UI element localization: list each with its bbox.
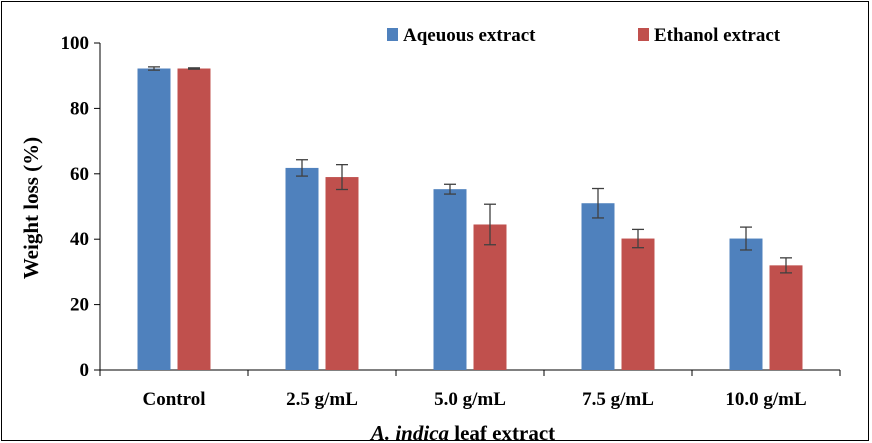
y-tick-label: 20 xyxy=(70,295,89,316)
bar-ethanol xyxy=(621,238,655,370)
y-axis-title: Weight loss (%) xyxy=(19,137,43,279)
error-bars xyxy=(148,66,792,274)
y-tick-label: 80 xyxy=(70,98,89,119)
bars xyxy=(137,68,803,371)
bar-ethanol xyxy=(769,265,803,370)
legend-swatch-aqueous xyxy=(387,28,398,41)
bar-ethanol xyxy=(473,224,507,370)
x-axis-title-italic: A. indica xyxy=(369,421,449,443)
legend: Aqeuous extract Ethanol extract xyxy=(387,25,781,46)
legend-label-aqueous: Aqeuous extract xyxy=(403,25,536,46)
y-tick-label: 60 xyxy=(70,164,89,185)
bar-ethanol xyxy=(177,68,211,371)
x-tick-label: 2.5 g/mL xyxy=(286,389,358,410)
y-tick-label: 0 xyxy=(80,360,90,381)
legend-label-ethanol: Ethanol extract xyxy=(654,25,781,46)
x-axis-title: A. indica leaf extract xyxy=(369,421,555,443)
bar-aqueous xyxy=(581,203,615,370)
y-tick-label: 100 xyxy=(61,33,90,54)
bar-aqueous xyxy=(433,189,467,370)
legend-swatch-ethanol xyxy=(638,28,649,41)
x-axis: Control 2.5 g/mL 5.0 g/mL 7.5 g/mL 10.0 g/mL xyxy=(99,369,841,410)
x-tick-label: 10.0 g/mL xyxy=(725,389,806,410)
bar-ethanol xyxy=(325,177,359,370)
y-tick-label: 40 xyxy=(70,229,89,250)
x-tick-label: Control xyxy=(143,389,206,410)
x-tick-label: 7.5 g/mL xyxy=(582,389,654,410)
bar-aqueous xyxy=(137,68,171,371)
y-axis: 0 20 40 60 80 100 xyxy=(61,33,101,381)
x-tick-label: 5.0 g/mL xyxy=(434,389,506,410)
x-axis-title-rest: leaf extract xyxy=(449,421,555,443)
bar-aqueous xyxy=(285,167,319,370)
bar-aqueous xyxy=(729,238,763,370)
